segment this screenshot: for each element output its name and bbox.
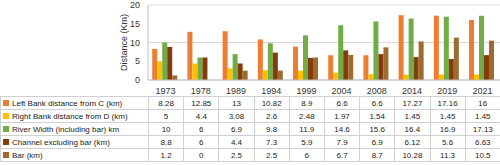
html-text:12.85: 12.85 (191, 98, 212, 108)
html-text:16.4: 16.4 (404, 124, 421, 134)
html-text:17.27: 17.27 (402, 98, 423, 108)
html-text:14.6: 14.6 (334, 124, 350, 134)
html-text:6: 6 (304, 150, 310, 160)
svg-text:10: 10 (130, 38, 140, 48)
html-text:15.6: 15.6 (369, 124, 385, 134)
html-text:Bar (km): Bar (km) (12, 150, 43, 160)
svg-text:15: 15 (130, 19, 140, 29)
html-text:8.8: 8.8 (160, 137, 172, 147)
html-text:River Width (including bar) km: River Width (including bar) km (12, 124, 120, 134)
svg-text:1973: 1973 (156, 86, 176, 96)
html-text:7.3: 7.3 (266, 137, 278, 147)
html-text:10.28: 10.28 (402, 150, 423, 160)
html-text:11.9: 11.9 (299, 124, 315, 134)
svg-text:5: 5 (135, 56, 140, 66)
svg-text:20: 20 (130, 0, 140, 10)
html-text:5: 5 (163, 111, 169, 121)
html-text:2.48: 2.48 (299, 111, 315, 121)
html-text:2.5: 2.5 (230, 150, 242, 160)
html-text:1.54: 1.54 (369, 111, 385, 121)
html-text:2.5: 2.5 (266, 150, 278, 160)
html-text:5.9: 5.9 (301, 137, 313, 147)
html-text:1.2: 1.2 (160, 150, 172, 160)
html-text:6.7: 6.7 (336, 150, 348, 160)
html-text:16: 16 (478, 98, 488, 108)
html-text:6.63: 6.63 (475, 137, 491, 147)
html-text:6.9: 6.9 (230, 124, 242, 134)
html-text:1.45: 1.45 (404, 111, 421, 121)
svg-text:0: 0 (135, 75, 140, 85)
html-text:17.13: 17.13 (472, 124, 493, 134)
html-text:10.82: 10.82 (261, 98, 282, 108)
html-text:1.97: 1.97 (334, 111, 350, 121)
svg-text:Distance (Km): Distance (Km) (119, 14, 129, 71)
html-text:10: 10 (161, 124, 171, 134)
html-text:9.8: 9.8 (266, 124, 278, 134)
html-text:4.4: 4.4 (230, 137, 242, 147)
html-text:4.4: 4.4 (195, 111, 207, 121)
svg-text:1994: 1994 (261, 86, 281, 96)
html-text:1.45: 1.45 (439, 111, 456, 121)
html-text:6.9: 6.9 (371, 137, 383, 147)
html-text:6: 6 (199, 137, 204, 147)
html-text:6.6: 6.6 (336, 98, 348, 108)
html-text:Right Bank distance from D (km: Right Bank distance from D (km) (12, 111, 128, 121)
html-text:0: 0 (199, 150, 204, 160)
svg-text:2008: 2008 (367, 86, 387, 96)
html-text:16.9: 16.9 (439, 124, 456, 134)
html-text:6.6: 6.6 (371, 98, 383, 108)
html-text:8.9: 8.9 (301, 98, 313, 108)
html-text:8.7: 8.7 (371, 150, 383, 160)
svg-text:1999: 1999 (296, 86, 316, 96)
html-text:Left Bank distance from C (km): Left Bank distance from C (km) (12, 98, 123, 108)
html-text:8.28: 8.28 (158, 98, 174, 108)
svg-text:1989: 1989 (226, 86, 246, 96)
html-text:7.9: 7.9 (336, 137, 348, 147)
html-text:Channel excluding bar (km): Channel excluding bar (km) (12, 137, 110, 147)
svg-text:2004: 2004 (332, 86, 352, 96)
svg-text:1978: 1978 (191, 86, 211, 96)
html-text:6.12: 6.12 (404, 137, 421, 147)
html-text:17.16: 17.16 (437, 98, 458, 108)
svg-text:2014: 2014 (402, 86, 422, 96)
svg-text:2021: 2021 (472, 86, 492, 96)
svg-text:2019: 2019 (437, 86, 457, 96)
html-text:5.6: 5.6 (442, 137, 454, 147)
html-text:13: 13 (232, 98, 241, 108)
html-text:1.45: 1.45 (475, 111, 491, 121)
html-text:10.5: 10.5 (475, 150, 491, 160)
html-text:6: 6 (199, 124, 204, 134)
html-text:3.08: 3.08 (228, 111, 245, 121)
html-text:11.3: 11.3 (440, 150, 456, 160)
html-text:2.6: 2.6 (266, 111, 278, 121)
